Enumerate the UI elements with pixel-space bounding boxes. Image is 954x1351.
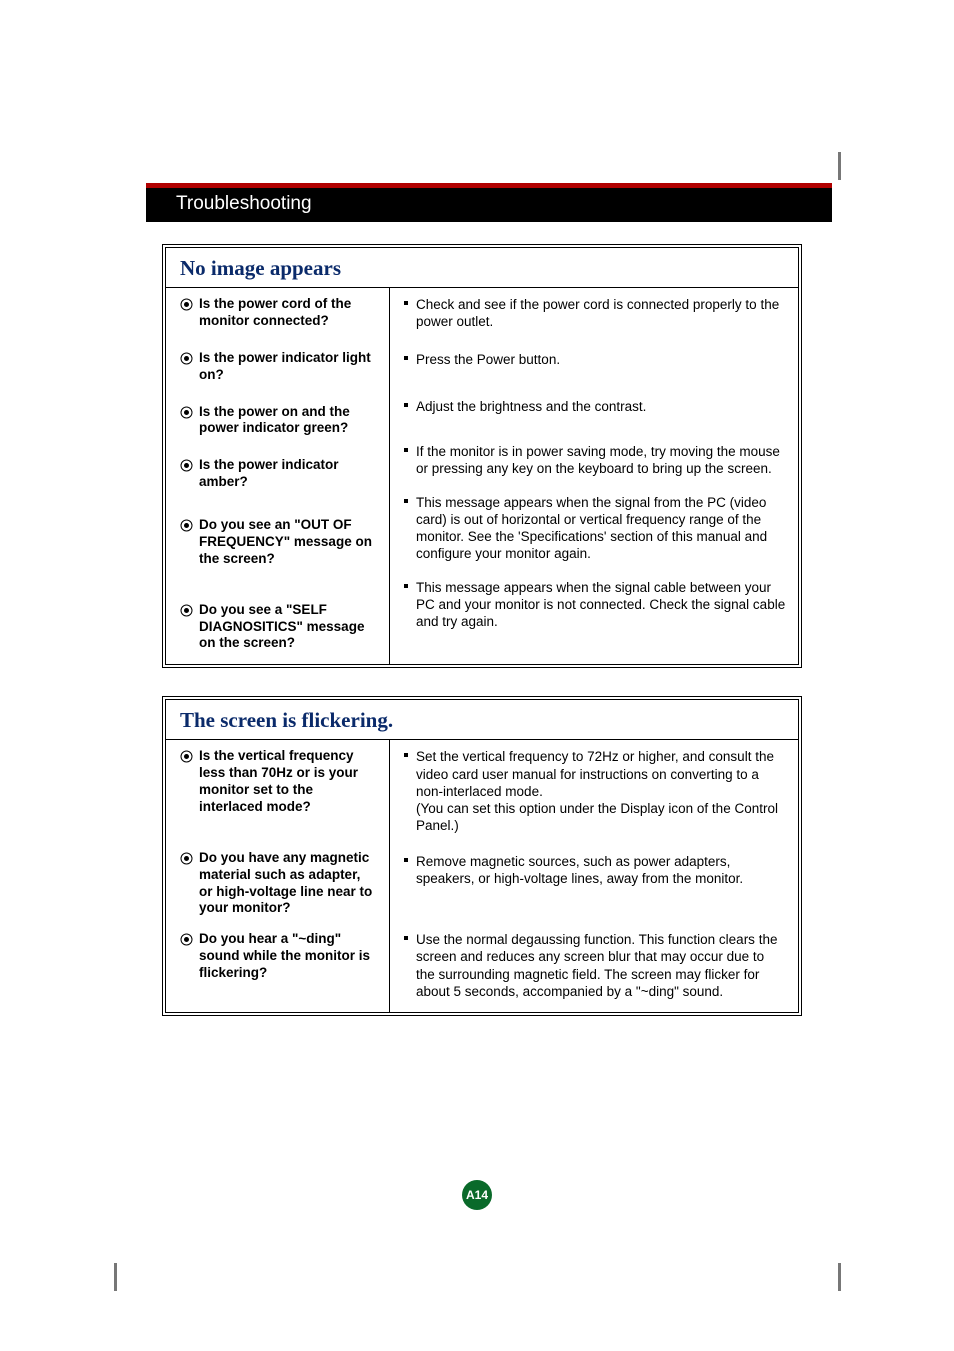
answer-text: This message appears when the signal cab… (416, 579, 786, 631)
question-text: Is the power on and the power indicator … (199, 404, 377, 438)
answer-text: Press the Power button. (416, 351, 560, 368)
question-item: Is the vertical frequency less than 70Hz… (180, 748, 377, 816)
bullet-square-icon (404, 936, 408, 940)
answer-item: Remove magnetic sources, such as power a… (404, 853, 786, 888)
question-item: Is the power indicator amber? (180, 457, 377, 491)
question-text: Do you see a "SELF DIAGNOSITICS" message… (199, 602, 377, 653)
bullet-target-icon (180, 852, 193, 918)
answer-text: Use the normal degaussing function. This… (416, 931, 786, 1000)
page-number-badge: A14 (462, 1180, 492, 1210)
bullet-target-icon (180, 933, 193, 982)
answer-text: Check and see if the power cord is conne… (416, 296, 786, 331)
question-item: Do you see an "OUT OF FREQUENCY" message… (180, 517, 377, 568)
answer-item: Use the normal degaussing function. This… (404, 931, 786, 1000)
bullet-square-icon (404, 499, 408, 503)
answer-item: Press the Power button. (404, 351, 786, 368)
bullet-square-icon (404, 753, 408, 757)
answer-item: This message appears when the signal fro… (404, 494, 786, 563)
bullet-target-icon (180, 298, 193, 330)
page-content: Troubleshooting No image appears Is the … (162, 188, 802, 1016)
bullet-target-icon (180, 406, 193, 438)
section-header: No image appears (166, 248, 798, 288)
question-item: Is the power cord of the monitor connect… (180, 296, 377, 330)
section-header: The screen is flickering. (166, 700, 798, 740)
bullet-target-icon (180, 604, 193, 653)
question-text: Is the power cord of the monitor connect… (199, 296, 377, 330)
answer-text: Set the vertical frequency to 72Hz or hi… (416, 748, 786, 834)
question-text: Is the power indicator light on? (199, 350, 377, 384)
answer-text: Adjust the brightness and the contrast. (416, 398, 646, 415)
question-text: Is the power indicator amber? (199, 457, 377, 491)
answer-item: Set the vertical frequency to 72Hz or hi… (404, 748, 786, 834)
page-number: A14 (466, 1188, 488, 1202)
crop-mark-bottom-left (114, 1263, 117, 1291)
bullet-square-icon (404, 301, 408, 305)
question-text: Do you see an "OUT OF FREQUENCY" message… (199, 517, 377, 568)
answer-text: Remove magnetic sources, such as power a… (416, 853, 786, 888)
page-title: Troubleshooting (162, 188, 802, 222)
answer-text: If the monitor is in power saving mode, … (416, 443, 786, 478)
bullet-target-icon (180, 352, 193, 384)
questions-col: Is the power cord of the monitor connect… (166, 288, 390, 664)
bullet-square-icon (404, 584, 408, 588)
question-item: Do you see a "SELF DIAGNOSITICS" message… (180, 602, 377, 653)
answers-col: Check and see if the power cord is conne… (390, 288, 798, 664)
question-text: Do you have any magnetic material such a… (199, 850, 377, 918)
bullet-square-icon (404, 403, 408, 407)
answers-col: Set the vertical frequency to 72Hz or hi… (390, 740, 798, 1012)
question-item: Is the power on and the power indicator … (180, 404, 377, 438)
bullet-square-icon (404, 448, 408, 452)
bullet-target-icon (180, 750, 193, 816)
question-item: Is the power indicator light on? (180, 350, 377, 384)
answer-item: This message appears when the signal cab… (404, 579, 786, 631)
bullet-square-icon (404, 858, 408, 862)
question-item: Do you have any magnetic material such a… (180, 850, 377, 918)
answer-item: If the monitor is in power saving mode, … (404, 443, 786, 478)
bullet-target-icon (180, 459, 193, 491)
section-flickering: The screen is flickering. Is the vertica… (162, 696, 802, 1016)
bullet-target-icon (180, 519, 193, 568)
crop-mark-bottom-right (838, 1263, 841, 1291)
question-text: Is the vertical frequency less than 70Hz… (199, 748, 377, 816)
bullet-square-icon (404, 356, 408, 360)
question-item: Do you hear a "~ding" sound while the mo… (180, 931, 377, 982)
section-no-image: No image appears Is the power cord of th… (162, 244, 802, 668)
crop-mark-top-right (838, 152, 841, 180)
answer-text: This message appears when the signal fro… (416, 494, 786, 563)
question-text: Do you hear a "~ding" sound while the mo… (199, 931, 377, 982)
answer-item: Adjust the brightness and the contrast. (404, 398, 786, 415)
answer-item: Check and see if the power cord is conne… (404, 296, 786, 331)
questions-col: Is the vertical frequency less than 70Hz… (166, 740, 390, 1012)
